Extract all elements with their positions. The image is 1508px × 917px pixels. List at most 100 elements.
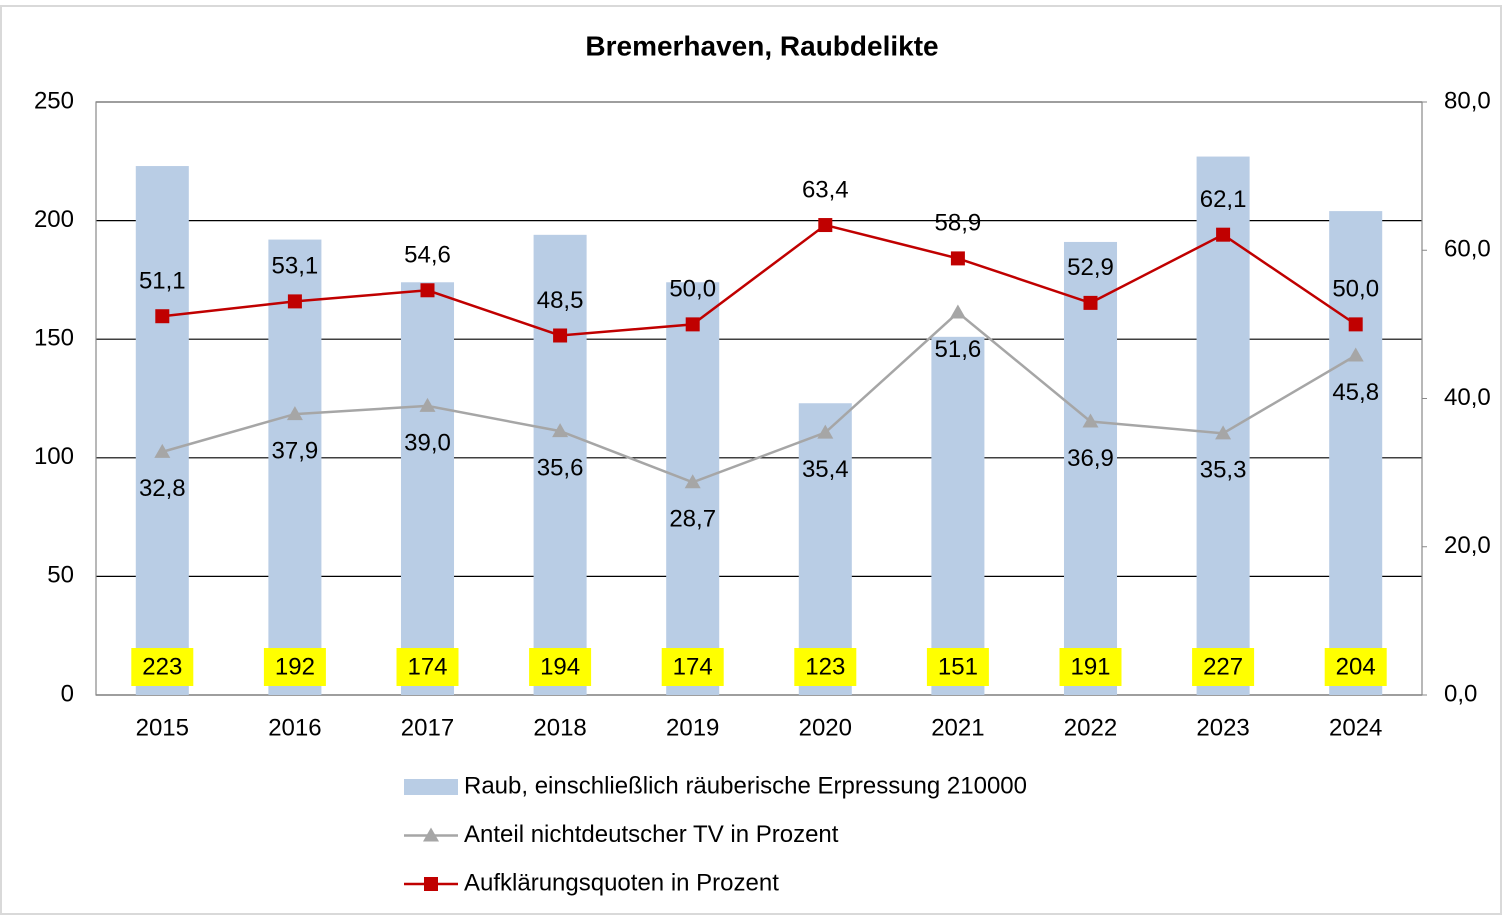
data-label: 50,0 (1332, 276, 1379, 303)
legend-label: Aufklärungsquoten in Prozent (464, 869, 779, 896)
bar-label-box (529, 648, 592, 686)
data-label: 35,3 (1200, 457, 1247, 484)
data-label: 51,6 (935, 336, 982, 363)
bar-label: 123 (805, 653, 845, 680)
x-tick-label: 2018 (533, 714, 586, 741)
data-label: 32,8 (139, 475, 186, 502)
legend-label: Anteil nichtdeutscher TV in Prozent (464, 821, 839, 848)
marker (287, 294, 302, 309)
bar (268, 239, 322, 696)
marker (154, 443, 171, 458)
bar-label: 174 (407, 653, 447, 680)
marker (552, 423, 569, 438)
data-label: 48,5 (537, 287, 584, 314)
marker (818, 218, 833, 233)
marker (1082, 413, 1099, 428)
marker (155, 309, 170, 324)
marker (420, 283, 435, 298)
bar (931, 336, 985, 695)
bar-label-box (794, 648, 857, 686)
bar (798, 403, 852, 695)
x-tick-label: 2023 (1196, 714, 1249, 741)
marker (1216, 227, 1231, 242)
marker (949, 304, 966, 319)
data-label: 50,0 (669, 276, 716, 303)
bar-label-box (1059, 648, 1122, 686)
bar (1329, 211, 1383, 695)
bar (135, 166, 189, 695)
data-label: 28,7 (669, 506, 716, 533)
bar-label: 151 (938, 653, 978, 680)
bar-label-box (131, 648, 194, 686)
y-tick-label: 50 (47, 562, 74, 589)
line (161, 310, 1357, 484)
data-label: 39,0 (404, 429, 451, 456)
y2-tick-label: 0,0 (1444, 680, 1477, 707)
y-tick-label: 100 (34, 443, 74, 470)
y-tick-label: 200 (34, 206, 74, 233)
y-tick-label: 150 (34, 325, 74, 352)
x-tick-label: 2016 (268, 714, 321, 741)
bar-label-box (661, 648, 724, 686)
marker (1347, 347, 1364, 362)
data-label: 36,9 (1067, 445, 1114, 472)
data-label: 35,4 (802, 456, 849, 483)
bar (666, 282, 720, 695)
y-tick-label: 0 (61, 680, 74, 707)
bar (533, 234, 587, 695)
y-tick-label: 250 (34, 87, 74, 114)
bar-label-box (396, 648, 459, 686)
bar-label: 227 (1203, 653, 1243, 680)
marker (817, 424, 834, 439)
bar (1063, 241, 1118, 695)
marker (1215, 425, 1232, 440)
chart-title: Bremerhaven, Raubdelikte (585, 30, 938, 61)
bar-label: 191 (1070, 653, 1110, 680)
marker (553, 328, 568, 343)
y2-tick-label: 60,0 (1444, 236, 1491, 263)
marker (286, 406, 303, 421)
bar-label: 192 (275, 653, 315, 680)
x-tick-label: 2017 (401, 714, 454, 741)
y2-tick-label: 80,0 (1444, 87, 1491, 114)
bar-label-box (1324, 648, 1387, 686)
legend-label: Raub, einschließlich räuberische Erpress… (464, 772, 1027, 799)
marker (1083, 295, 1098, 310)
plot-border (95, 101, 1423, 696)
marker (1348, 317, 1363, 332)
data-label: 45,8 (1332, 379, 1379, 406)
data-label: 51,1 (139, 268, 186, 295)
marker (684, 474, 701, 489)
data-label: 35,6 (537, 454, 584, 481)
x-tick-label: 2015 (136, 714, 189, 741)
x-tick-label: 2020 (799, 714, 852, 741)
marker (685, 317, 700, 332)
data-label: 54,6 (404, 242, 451, 269)
y2-tick-label: 20,0 (1444, 532, 1491, 559)
bar-label: 204 (1336, 653, 1376, 680)
bar-label: 194 (540, 653, 580, 680)
legend-marker (424, 877, 438, 891)
data-label: 62,1 (1200, 186, 1247, 213)
bar-label-box (263, 648, 326, 686)
line (162, 223, 1357, 337)
data-label: 58,9 (935, 210, 982, 237)
legend-marker (423, 827, 439, 842)
marker (950, 251, 965, 266)
x-tick-label: 2022 (1064, 714, 1117, 741)
data-label: 63,4 (802, 176, 849, 203)
x-tick-label: 2024 (1329, 714, 1382, 741)
data-label: 53,1 (272, 253, 319, 280)
bar-label-box (1192, 648, 1255, 686)
bar (400, 282, 455, 695)
data-label: 52,9 (1067, 254, 1114, 281)
bar-label: 223 (142, 653, 182, 680)
x-tick-label: 2021 (931, 714, 984, 741)
bar-label: 174 (673, 653, 713, 680)
bar-label-box (926, 648, 989, 686)
y2-tick-label: 40,0 (1444, 384, 1491, 411)
legend-swatch (404, 779, 458, 795)
data-label: 37,9 (272, 437, 319, 464)
marker (419, 397, 436, 412)
